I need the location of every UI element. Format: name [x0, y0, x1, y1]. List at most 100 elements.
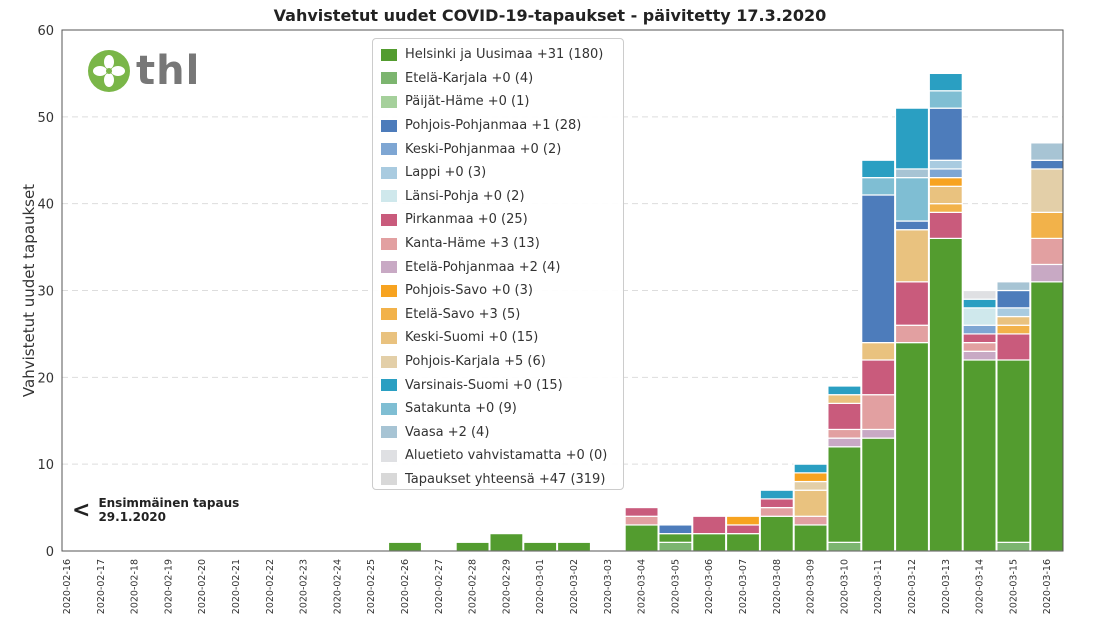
- legend-item: Vaasa +2 (4): [381, 421, 623, 445]
- legend-swatch: [381, 166, 397, 179]
- bar-segment: [624, 506, 659, 517]
- chart-legend: Helsinki ja Uusimaa +31 (180) Etelä-Karja…: [372, 38, 624, 490]
- thl-logo: thl: [88, 48, 200, 94]
- bar-segment: [928, 177, 963, 187]
- bar-segment: [861, 159, 896, 179]
- legend-label: Aluetieto vahvistamatta +0 (0): [405, 448, 608, 464]
- bar-segment: [928, 211, 963, 240]
- bar-segment: [894, 229, 930, 283]
- bar-segment: [861, 177, 896, 196]
- bar-segment: [928, 168, 963, 179]
- bar-segment: [827, 428, 862, 439]
- x-tick-label: 2020-03-07: [738, 559, 749, 614]
- bar-segment: [894, 324, 930, 344]
- bar-segment: [861, 394, 896, 431]
- legend-label: Helsinki ja Uusimaa +31 (180): [405, 47, 604, 63]
- bar-segment: [827, 394, 862, 404]
- bar-segment: [793, 463, 828, 474]
- legend-item: Keski-Pohjanmaa +0 (2): [381, 137, 623, 161]
- legend-label: Päijät-Häme +0 (1): [405, 94, 530, 110]
- x-tick-label: 2020-02-19: [163, 559, 174, 614]
- legend-label: Pirkanmaa +0 (25): [405, 212, 528, 228]
- annotation-line1: Ensimmäinen tapaus: [98, 496, 240, 510]
- legend-swatch: [381, 355, 397, 368]
- legend-label: Keski-Pohjanmaa +0 (2): [405, 141, 562, 157]
- bar-segment: [793, 480, 828, 491]
- bar-segment: [861, 437, 896, 552]
- legend-label: Pohjois-Karjala +5 (6): [405, 354, 546, 370]
- y-tick-label: 40: [37, 198, 54, 213]
- legend-item: Helsinki ja Uusimaa +31 (180): [381, 43, 623, 67]
- legend-label: Länsi-Pohja +0 (2): [405, 188, 525, 204]
- x-tick-label: 2020-02-17: [96, 559, 107, 614]
- bar-segment: [556, 541, 592, 552]
- bar-segment: [894, 177, 930, 222]
- bar-segment: [827, 385, 862, 396]
- bar-segment: [658, 541, 693, 552]
- legend-swatch: [381, 426, 397, 439]
- legend-label: Etelä-Karjala +0 (4): [405, 70, 534, 86]
- bar-segment: [759, 489, 794, 500]
- bar-segment: [962, 342, 997, 352]
- bar-segment: [962, 350, 997, 361]
- legend-swatch: [381, 379, 397, 392]
- legend-item: Tapaukset yhteensä +47 (319): [381, 468, 623, 492]
- bar-segment: [793, 515, 828, 526]
- bar-segment: [1030, 211, 1065, 240]
- bar-segment: [928, 107, 963, 161]
- legend-swatch: [381, 190, 397, 203]
- legend-swatch: [381, 213, 397, 226]
- legend-label: Etelä-Pohjanmaa +2 (4): [405, 259, 561, 275]
- x-tick-label: 2020-02-16: [62, 559, 73, 614]
- legend-item: Kanta-Häme +3 (13): [381, 232, 623, 256]
- legend-swatch: [381, 331, 397, 344]
- bar-segment: [1030, 168, 1065, 213]
- bar-segment: [996, 324, 1031, 335]
- x-tick-label: 2020-03-15: [1008, 559, 1019, 614]
- bar-segment: [928, 159, 963, 170]
- bar-segment: [996, 281, 1031, 292]
- x-tick-label: 2020-02-27: [434, 559, 445, 614]
- bar-segment: [962, 333, 997, 344]
- legend-swatch: [381, 143, 397, 156]
- bar-segment: [928, 237, 963, 552]
- y-tick-label: 0: [46, 545, 54, 560]
- bar-segment: [962, 307, 997, 326]
- x-tick-label: 2020-02-26: [400, 559, 411, 614]
- legend-label: Satakunta +0 (9): [405, 401, 517, 417]
- bar-segment: [894, 107, 930, 170]
- legend-swatch: [381, 449, 397, 462]
- bar-segment: [1030, 237, 1065, 266]
- y-tick-label: 30: [37, 285, 54, 300]
- y-tick-label: 20: [37, 371, 54, 386]
- bar-segment: [894, 168, 930, 179]
- bar-segment: [827, 437, 862, 448]
- legend-swatch: [381, 119, 397, 132]
- legend-label: Kanta-Häme +3 (13): [405, 236, 540, 252]
- bar-segment: [928, 185, 963, 205]
- bar-segment: [996, 315, 1031, 326]
- bar-segment: [962, 324, 997, 335]
- bar-segment: [894, 220, 930, 231]
- legend-item: Päijät-Häme +0 (1): [381, 90, 623, 114]
- x-tick-label: 2020-03-02: [569, 559, 580, 614]
- legend-swatch: [381, 473, 397, 486]
- bar-segment: [489, 533, 524, 552]
- x-tick-label: 2020-03-06: [704, 559, 715, 614]
- x-tick-label: 2020-03-04: [637, 559, 648, 614]
- x-tick-label: 2020-03-03: [603, 559, 614, 614]
- x-tick-label: 2020-03-14: [975, 559, 986, 614]
- bar-segment: [624, 515, 659, 526]
- bar-segment: [962, 359, 997, 552]
- first-case-annotation: < Ensimmäinen tapaus 29.1.2020: [72, 496, 239, 524]
- legend-label: Vaasa +2 (4): [405, 424, 490, 440]
- bar-segment: [692, 533, 727, 552]
- bar-segment: [996, 359, 1031, 543]
- x-tick-label: 2020-02-21: [231, 559, 242, 614]
- bar-segment: [725, 524, 761, 535]
- bar-segment: [996, 541, 1031, 552]
- bar-segment: [827, 446, 862, 543]
- legend-swatch: [381, 237, 397, 250]
- x-tick-label: 2020-03-09: [806, 559, 817, 614]
